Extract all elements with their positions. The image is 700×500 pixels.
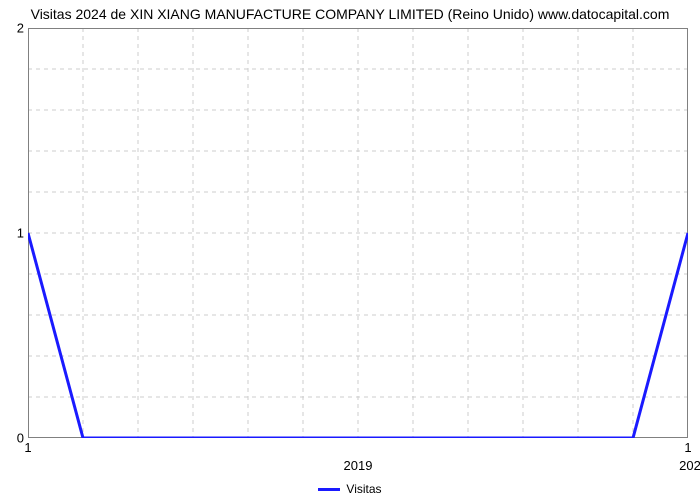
x-tick-start: 1 [24,440,31,455]
legend-label: Visitas [346,482,381,496]
legend-swatch [318,488,340,491]
y-tick-0: 0 [4,431,24,446]
legend: Visitas [0,482,700,496]
y-tick-1: 1 [4,226,24,241]
x-year-end: 202 [679,458,700,473]
x-year-mid: 2019 [344,458,373,473]
x-tick-end: 1 [684,440,691,455]
plot-area [28,28,688,438]
y-tick-2: 2 [4,21,24,36]
plot-svg [28,28,688,438]
chart-title: Visitas 2024 de XIN XIANG MANUFACTURE CO… [0,6,700,22]
